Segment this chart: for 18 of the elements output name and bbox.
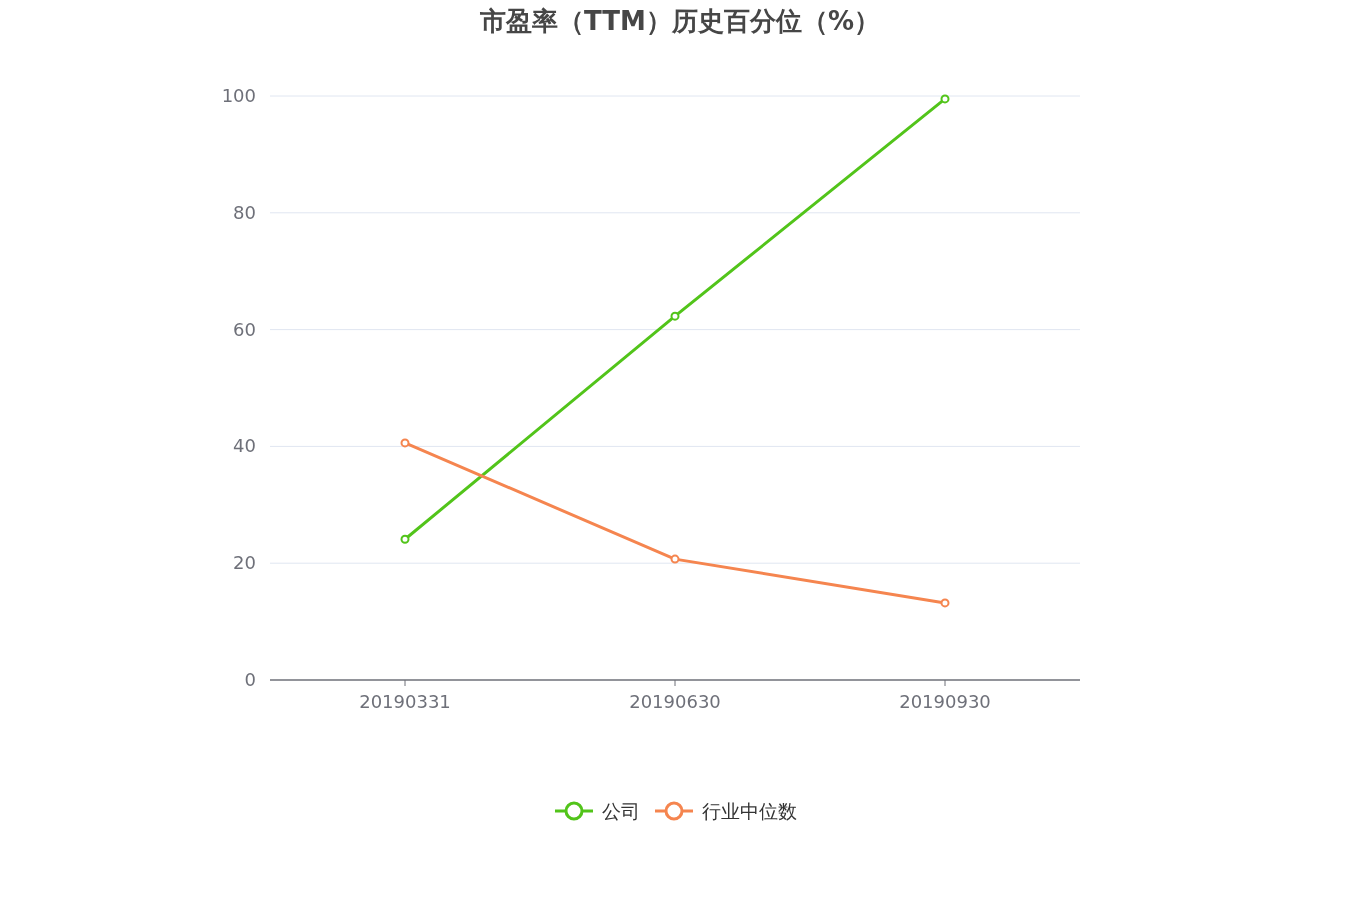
point bbox=[670, 311, 680, 321]
legend-label: 公司 bbox=[602, 800, 640, 822]
point bbox=[940, 598, 950, 608]
y-tick-label: 100 bbox=[221, 85, 256, 106]
x-tick-label: 20190630 bbox=[629, 691, 721, 712]
y-tick-label: 20 bbox=[233, 552, 256, 574]
point bbox=[400, 534, 410, 544]
x-tick-label: 20190930 bbox=[899, 691, 991, 712]
point bbox=[400, 438, 410, 448]
legend-label: 行业中位数 bbox=[702, 800, 797, 822]
y-tick-label: 60 bbox=[233, 318, 256, 340]
chart-title: 市盈率（TTM）历史百分位（%） bbox=[479, 6, 880, 36]
point bbox=[940, 94, 950, 104]
y-tick-label: 40 bbox=[233, 435, 256, 457]
point bbox=[670, 554, 680, 564]
x-tick-label: 20190331 bbox=[359, 691, 451, 712]
y-tick-label: 80 bbox=[233, 201, 256, 223]
y-tick-label: 0 bbox=[244, 669, 256, 690]
